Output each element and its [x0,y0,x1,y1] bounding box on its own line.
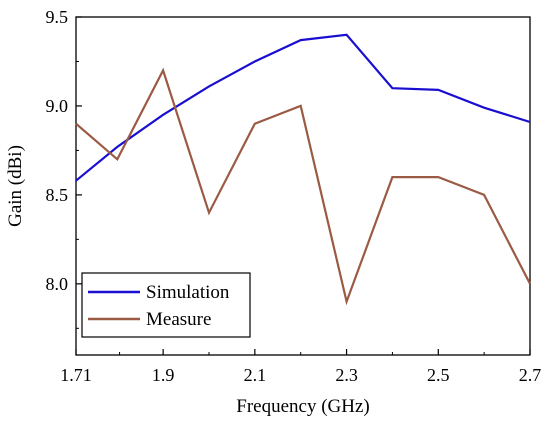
y-axis-ticks: 8.0 8.5 9.0 9.5 [46,7,82,329]
x-axis-label: Frequency (GHz) [236,396,369,417]
legend-label-simulation: Simulation [146,282,230,303]
y-tick-label: 9.5 [46,7,69,27]
x-tick-label: 2.7 [519,365,542,385]
legend-box [81,272,251,338]
series-line-measure [75,67,531,306]
x-axis-ticks: 1.71 1.9 2.1 2.3 2.5 2.7 [60,349,541,385]
x-tick-label: 2.3 [335,365,358,385]
legend-label-measure: Measure [146,309,211,330]
y-tick-label: 8.0 [46,274,69,294]
series-layer [75,33,531,306]
y-axis-label: Gain (dBi) [5,145,26,227]
plot-frame [75,16,531,356]
x-tick-label: 1.71 [60,365,92,385]
series-line-simulation [75,33,531,182]
x-tick-label: 2.5 [427,365,450,385]
x-tick-label: 1.9 [152,365,175,385]
legend: Simulation Measure [81,272,251,338]
plot-area [75,16,531,356]
x-tick-label: 2.1 [244,365,267,385]
y-tick-label: 9.0 [46,96,69,116]
y-tick-label: 8.5 [46,185,69,205]
